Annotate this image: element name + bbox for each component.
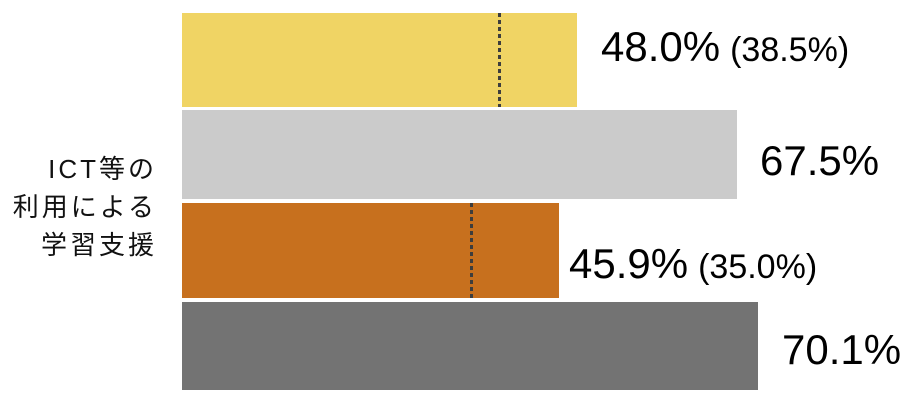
reference-value-text: (38.5%) xyxy=(730,31,850,69)
value-text: 45.9% xyxy=(569,239,689,287)
value-text: 67.5% xyxy=(760,136,880,184)
bar-row: 45.9% (35.0%) xyxy=(182,203,900,298)
value-text: 48.0% xyxy=(601,23,721,70)
bar-value-label: 70.1% xyxy=(782,326,900,374)
bar-row: 67.5% xyxy=(182,110,900,199)
reference-dotted-line xyxy=(498,13,501,107)
bar-3 xyxy=(182,203,559,298)
value-text: 70.1% xyxy=(782,326,900,373)
bar-row: 70.1% xyxy=(182,302,900,390)
category-label: ICT等の 利用による 学習支援 xyxy=(0,150,157,264)
bar-value-label: 48.0% (38.5%) xyxy=(601,23,849,71)
reference-value-text: (35.0%) xyxy=(698,247,818,286)
reference-dotted-line xyxy=(470,203,473,298)
category-label-line-2: 利用による xyxy=(12,192,157,222)
bar-2 xyxy=(182,110,737,199)
bar-value-label: 67.5% xyxy=(760,137,889,185)
bar-4 xyxy=(182,302,758,390)
bar-1 xyxy=(182,13,577,107)
bar-row: 48.0% (38.5%) xyxy=(182,13,900,107)
plot-area: 48.0% (38.5%) 67.5% 45.9% (35.0%) xyxy=(182,13,900,390)
category-label-line-1: ICT等の xyxy=(48,154,157,184)
category-label-line-3: 学習支援 xyxy=(40,230,157,260)
bar-value-label: 45.9% (35.0%) xyxy=(569,240,817,288)
